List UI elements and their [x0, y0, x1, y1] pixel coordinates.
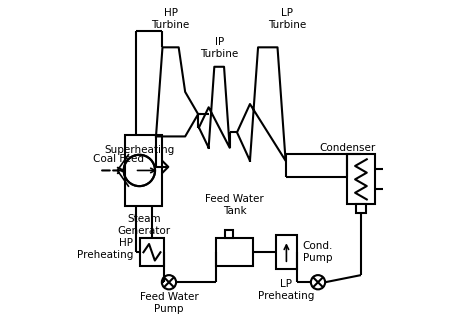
FancyBboxPatch shape — [225, 230, 233, 238]
Text: Cond.
Pump: Cond. Pump — [303, 241, 333, 263]
Text: LP
Preheating: LP Preheating — [258, 279, 315, 300]
Text: IP
Turbine: IP Turbine — [200, 37, 238, 59]
Text: Superheating: Superheating — [104, 145, 174, 155]
FancyBboxPatch shape — [356, 205, 366, 212]
FancyBboxPatch shape — [140, 238, 164, 266]
Text: LP
Turbine: LP Turbine — [268, 8, 306, 30]
Text: Steam
Generator: Steam Generator — [117, 214, 171, 236]
FancyBboxPatch shape — [125, 135, 163, 206]
Text: Feed Water
Pump: Feed Water Pump — [139, 292, 198, 313]
FancyBboxPatch shape — [347, 154, 375, 205]
Text: Coal Feed: Coal Feed — [93, 154, 144, 164]
FancyBboxPatch shape — [216, 238, 253, 266]
FancyBboxPatch shape — [276, 235, 297, 269]
Text: Feed Water
Tank: Feed Water Tank — [205, 194, 264, 216]
Text: HP
Turbine: HP Turbine — [152, 8, 190, 30]
Text: Condenser: Condenser — [320, 143, 376, 153]
Text: HP
Preheating: HP Preheating — [77, 238, 133, 260]
